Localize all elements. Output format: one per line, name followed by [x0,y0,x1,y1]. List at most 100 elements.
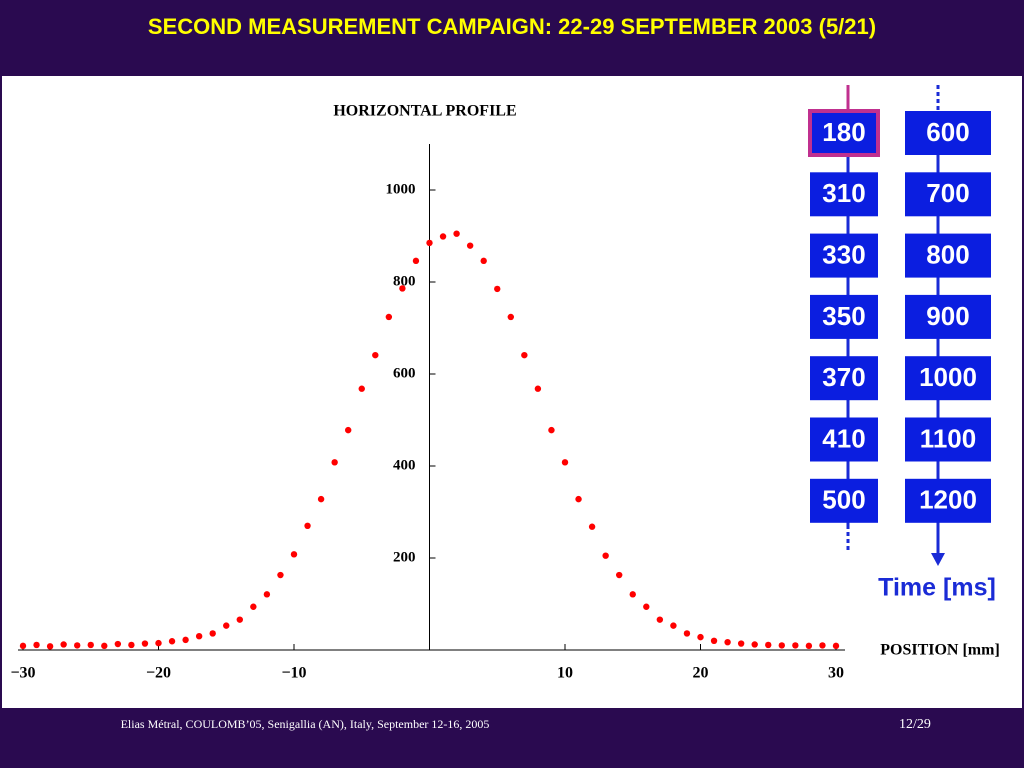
time-value: 330 [822,239,865,269]
point [372,351,379,359]
point [832,642,840,650]
time-box [905,294,991,339]
time-value: 600 [926,117,969,147]
time-box [810,233,878,278]
x-tick-label: 10 [557,665,573,682]
time-box [905,417,991,462]
point [399,285,406,292]
time-box [810,294,878,339]
time-value: 370 [822,362,865,392]
x-tick-label: −10 [281,665,306,682]
point [128,641,135,649]
point [643,603,650,610]
point [290,551,298,558]
time-arrow [931,553,945,566]
time-value: 500 [822,485,865,515]
point [236,616,243,623]
point [494,285,501,293]
time-value: 410 [822,423,865,453]
point [548,426,555,434]
time-value: 800 [926,239,969,269]
time-box [905,478,991,523]
point [182,636,189,644]
time-value: 1000 [919,362,977,392]
point [534,385,542,392]
time-value: 180 [822,117,865,147]
x-tick-label: −20 [146,665,171,682]
point [412,257,420,265]
point [277,571,284,579]
point [223,622,230,629]
point [765,641,772,649]
point [155,639,162,647]
point [426,239,433,247]
point [710,637,718,644]
point [168,638,176,645]
point [629,591,636,598]
time-value: 900 [926,301,969,331]
point [453,230,460,237]
point [561,459,569,466]
point [521,351,528,359]
page-number: 12/29 [899,717,931,732]
point [670,622,677,629]
x-tick-label: 30 [828,665,844,682]
point [819,642,826,649]
time-box [905,233,991,278]
point [385,313,393,321]
point [480,257,487,265]
time-label: Time [ms] [878,574,996,602]
time-value: 350 [822,301,865,331]
point [616,571,623,579]
y-tick-label: 200 [393,549,416,565]
point [737,640,745,647]
point [439,233,447,240]
point [724,638,731,646]
point [588,523,596,530]
point [697,633,704,641]
point [751,641,758,648]
point [656,616,664,623]
point [507,313,514,321]
y-tick-label: 1000 [386,181,416,197]
point [141,640,149,647]
slide-title: SECOND MEASUREMENT CAMPAIGN: 22-29 SEPTE… [148,14,876,39]
point [683,630,691,637]
point [263,591,271,598]
time-box [810,172,878,217]
time-value: 1100 [920,423,976,453]
point [87,641,94,649]
time-value: 1200 [919,485,977,515]
point [358,385,365,392]
y-tick-label: 800 [393,273,416,289]
x-tick-label: −30 [10,665,35,682]
point [304,522,311,529]
point [575,495,582,503]
time-box [810,478,878,523]
y-tick-label: 600 [393,365,416,381]
chart-title: HORIZONTAL PROFILE [333,103,516,120]
point [114,640,122,648]
point [74,642,81,649]
point [317,495,325,503]
time-box [810,356,878,401]
point [209,630,216,637]
point [466,242,474,249]
time-value: 310 [822,178,865,208]
point [778,642,785,649]
point [805,642,813,650]
point [46,643,54,650]
y-tick-label: 400 [393,457,416,473]
footer: Elias Métral, COULOMB’05, Senigallia (AN… [121,717,490,731]
point [195,633,203,640]
time-box [810,417,878,462]
point [792,642,799,649]
time-box [905,172,991,217]
time-box [905,356,991,401]
x-axis-label: POSITION [mm] [880,642,1000,659]
point [19,642,27,650]
point [331,459,338,466]
point [33,641,40,649]
